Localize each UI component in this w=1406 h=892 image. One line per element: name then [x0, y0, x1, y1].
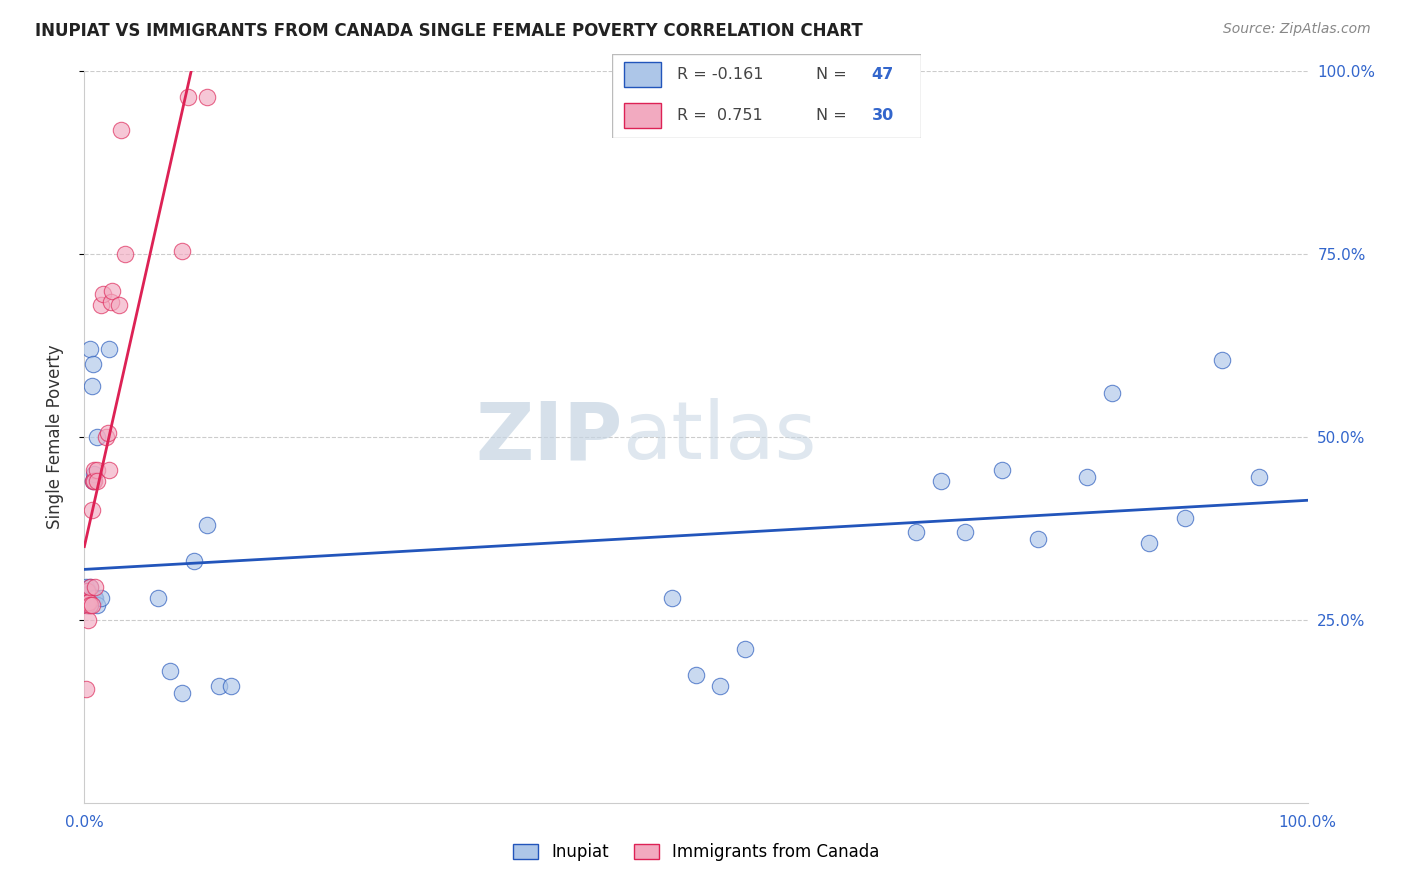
- Point: [84, 591, 107, 605]
- Point: [77, 587, 100, 601]
- Point: [86, 430, 108, 444]
- Point: [77, 591, 100, 605]
- Text: ZIP: ZIP: [475, 398, 623, 476]
- Point: [80, 379, 103, 393]
- Text: R = -0.161: R = -0.161: [676, 67, 763, 82]
- Point: [195, 517, 218, 532]
- Point: [77, 594, 100, 608]
- Point: [84, 580, 107, 594]
- Point: [114, 247, 136, 261]
- Point: [86, 463, 108, 477]
- Point: [97, 463, 120, 477]
- Point: [146, 591, 169, 605]
- Point: [1211, 353, 1233, 368]
- Point: [929, 474, 952, 488]
- Point: [77, 594, 100, 608]
- Point: [83, 591, 105, 605]
- Point: [76, 591, 98, 605]
- Point: [159, 664, 181, 678]
- Point: [77, 594, 100, 608]
- Point: [86, 474, 108, 488]
- Point: [96, 430, 118, 444]
- Point: [79, 580, 101, 594]
- Point: [208, 679, 231, 693]
- Point: [91, 287, 114, 301]
- Text: atlas: atlas: [623, 398, 817, 476]
- Point: [1101, 386, 1123, 401]
- Point: [734, 642, 756, 657]
- Point: [75, 594, 97, 608]
- FancyBboxPatch shape: [612, 54, 921, 138]
- Text: N =: N =: [815, 67, 852, 82]
- Point: [82, 474, 104, 488]
- Text: 47: 47: [872, 67, 894, 82]
- Point: [75, 682, 97, 697]
- Point: [661, 591, 683, 605]
- Text: Source: ZipAtlas.com: Source: ZipAtlas.com: [1223, 22, 1371, 37]
- Point: [90, 591, 112, 605]
- Point: [100, 294, 122, 309]
- Point: [76, 594, 98, 608]
- Point: [83, 474, 105, 488]
- Point: [79, 599, 101, 613]
- Bar: [624, 103, 661, 128]
- Point: [80, 599, 103, 613]
- Point: [80, 591, 103, 605]
- Point: [685, 667, 707, 681]
- Point: [79, 580, 101, 594]
- Point: [991, 463, 1014, 477]
- Text: N =: N =: [815, 108, 852, 123]
- Point: [1076, 470, 1098, 484]
- Point: [86, 599, 108, 613]
- Point: [77, 583, 100, 598]
- Text: 30: 30: [872, 108, 894, 123]
- Point: [709, 679, 731, 693]
- Point: [183, 554, 205, 568]
- Point: [83, 467, 105, 481]
- Point: [83, 463, 105, 477]
- Legend: Inupiat, Immigrants from Canada: Inupiat, Immigrants from Canada: [506, 837, 886, 868]
- Point: [172, 686, 194, 700]
- Point: [1174, 510, 1197, 524]
- Point: [110, 123, 132, 137]
- Point: [1137, 536, 1160, 550]
- Y-axis label: Single Female Poverty: Single Female Poverty: [45, 345, 63, 529]
- Point: [79, 343, 101, 357]
- Point: [219, 679, 242, 693]
- Point: [75, 580, 97, 594]
- Text: INUPIAT VS IMMIGRANTS FROM CANADA SINGLE FEMALE POVERTY CORRELATION CHART: INUPIAT VS IMMIGRANTS FROM CANADA SINGLE…: [35, 22, 863, 40]
- Point: [77, 594, 100, 608]
- Point: [195, 90, 218, 104]
- Point: [1247, 470, 1270, 484]
- Point: [77, 599, 100, 613]
- Point: [905, 525, 928, 540]
- Point: [76, 599, 98, 613]
- Point: [75, 587, 97, 601]
- Bar: [624, 62, 661, 87]
- Point: [82, 474, 104, 488]
- Point: [1028, 533, 1050, 547]
- Point: [97, 343, 120, 357]
- Point: [90, 298, 112, 312]
- Point: [82, 357, 104, 371]
- Point: [77, 587, 100, 601]
- Point: [80, 503, 103, 517]
- Point: [97, 426, 120, 441]
- Point: [172, 244, 194, 258]
- Point: [177, 90, 200, 104]
- Point: [107, 298, 129, 312]
- Point: [77, 613, 100, 627]
- Point: [953, 525, 976, 540]
- Point: [76, 599, 98, 613]
- Point: [76, 583, 98, 598]
- Point: [101, 284, 124, 298]
- Text: R =  0.751: R = 0.751: [676, 108, 762, 123]
